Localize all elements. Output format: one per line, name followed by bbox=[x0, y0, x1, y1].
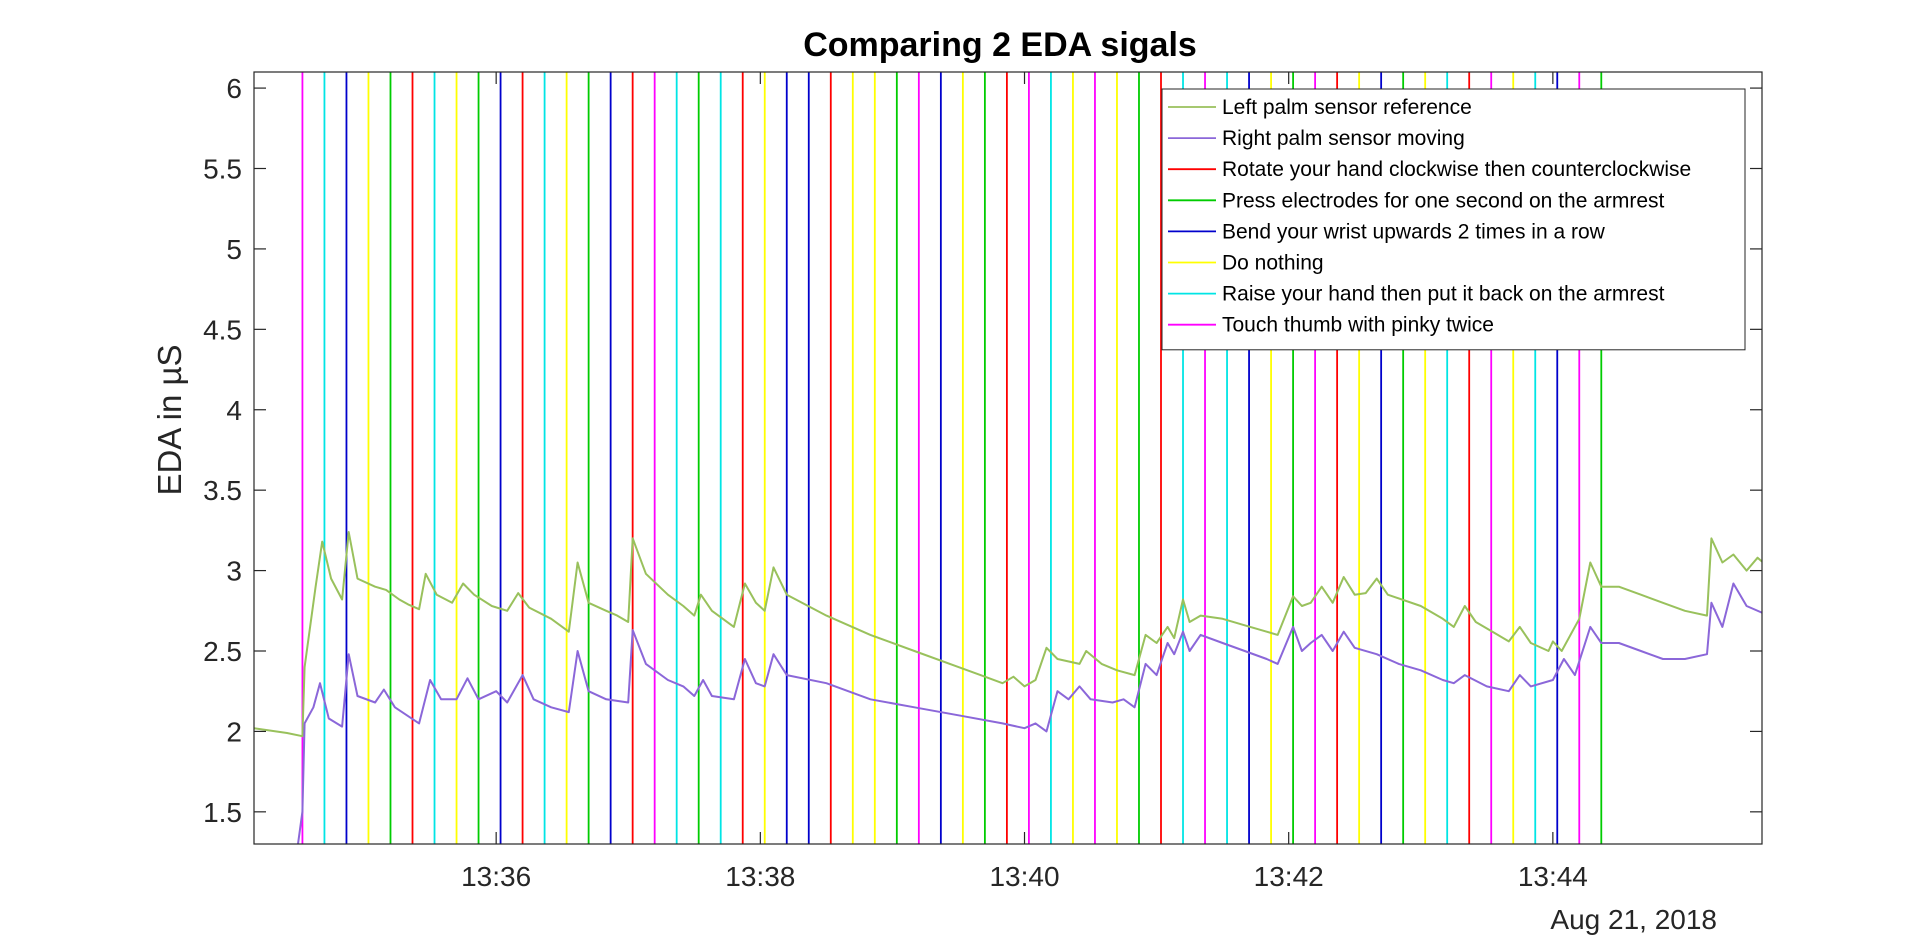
y-tick-label-3: 3 bbox=[226, 556, 242, 587]
y-tick-label-0: 1.5 bbox=[203, 797, 242, 828]
legend-box bbox=[1161, 88, 1746, 351]
series-line-1 bbox=[297, 582, 1762, 844]
y-axis-ticks: 1.5 2 2.5 3 3.5 4 4.5 5 5.5 6 bbox=[203, 73, 1762, 828]
legend-label-7: Touch thumb with pinky twice bbox=[1222, 314, 1494, 337]
legend-label-4: Bend your wrist upwards 2 times in a row bbox=[1222, 220, 1606, 243]
y-tick-label-8: 5.5 bbox=[203, 154, 242, 185]
x-tick-label-2: 13:40 bbox=[989, 861, 1059, 892]
y-tick-label-6: 4.5 bbox=[203, 314, 242, 345]
x-tick-label-4: 13:44 bbox=[1518, 861, 1588, 892]
y-axis-label: EDA in µS bbox=[151, 344, 188, 495]
legend-label-5: Do nothing bbox=[1222, 252, 1324, 275]
x-axis-ticks: 13:36 13:38 13:40 13:42 13:44 bbox=[461, 72, 1588, 892]
y-tick-label-5: 4 bbox=[226, 395, 242, 426]
y-tick-label-7: 5 bbox=[226, 234, 242, 265]
y-tick-label-9: 6 bbox=[226, 73, 242, 104]
x-tick-label-0: 13:36 bbox=[461, 861, 531, 892]
legend-label-6: Raise your hand then put it back on the … bbox=[1222, 283, 1665, 306]
y-tick-label-2: 2.5 bbox=[203, 636, 242, 667]
axes-box bbox=[253, 71, 1763, 845]
legend: Left palm sensor reference Right palm sen… bbox=[1161, 88, 1746, 351]
y-tick-label-1: 2 bbox=[226, 716, 242, 747]
legend-label-3: Press electrodes for one second on the a… bbox=[1222, 189, 1665, 212]
date-label: Aug 21, 2018 bbox=[1550, 904, 1717, 935]
plot-area: 1.5 2 2.5 3 3.5 4 4.5 5 5.5 6 13:36 13:38 13:40 13:42… bbox=[203, 71, 1763, 892]
y-tick-label-4: 3.5 bbox=[203, 475, 242, 506]
chart-title: Comparing 2 EDA sigals bbox=[803, 26, 1197, 64]
legend-label-0: Left palm sensor reference bbox=[1222, 96, 1472, 119]
legend-label-1: Right palm sensor moving bbox=[1222, 127, 1465, 150]
series-line-0 bbox=[254, 531, 1762, 738]
legend-label-2: Rotate your hand clockwise then counterc… bbox=[1222, 158, 1691, 181]
x-tick-label-3: 13:42 bbox=[1254, 861, 1324, 892]
x-tick-label-1: 13:38 bbox=[725, 861, 795, 892]
